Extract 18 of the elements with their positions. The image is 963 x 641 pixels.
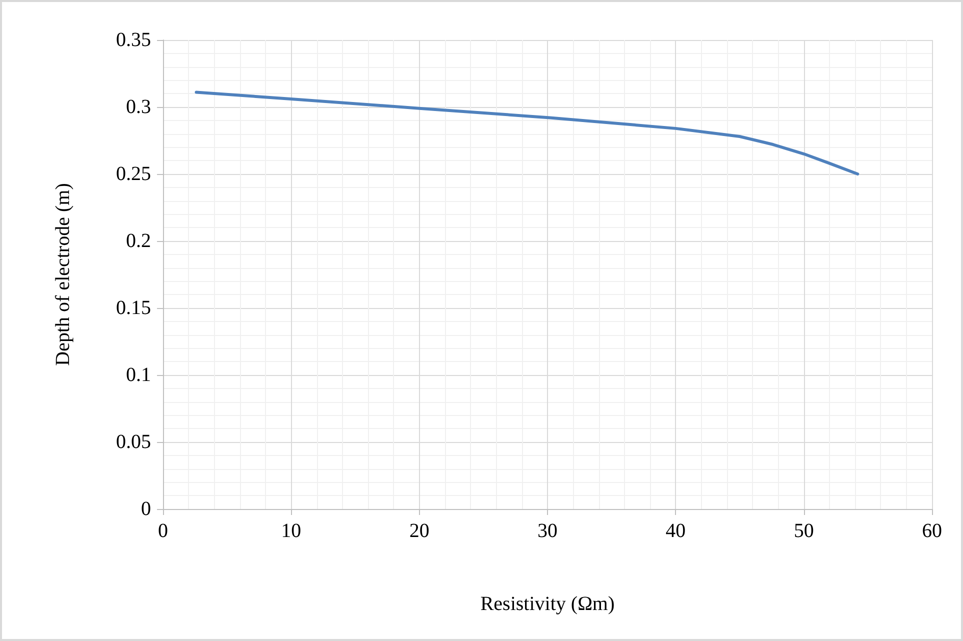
y-axis-title: Depth of electrode (m) <box>52 183 74 366</box>
y-tick-label: 0.35 <box>116 29 151 51</box>
y-tick-label: 0 <box>141 498 151 520</box>
x-tick-label: 40 <box>666 520 686 542</box>
y-tick-label: 0.1 <box>126 364 151 386</box>
x-tick-label: 30 <box>538 520 558 542</box>
y-tick-label: 0.15 <box>116 297 151 319</box>
x-axis-title: Resistivity (Ωm) <box>480 593 615 615</box>
y-tick-label: 0.2 <box>126 230 151 252</box>
x-tick-label: 20 <box>409 520 430 542</box>
y-tick-label: 0.05 <box>116 431 151 453</box>
line-series <box>194 90 860 176</box>
y-tick-label: 0.25 <box>116 163 151 185</box>
x-tick-label: 10 <box>281 520 302 542</box>
y-tick-label: 0.3 <box>126 96 151 118</box>
x-tick-label: 60 <box>922 520 942 542</box>
x-tick-label: 50 <box>794 520 814 542</box>
x-tick-label: 0 <box>158 520 168 542</box>
